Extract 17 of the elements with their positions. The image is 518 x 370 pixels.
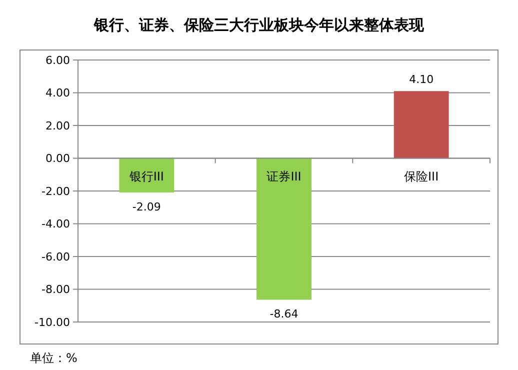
data-label: 4.10 bbox=[409, 73, 434, 86]
data-label: -2.09 bbox=[132, 200, 161, 214]
x-tick-label: 银行III bbox=[128, 169, 164, 184]
y-tick-label: -6.00 bbox=[42, 250, 70, 264]
chart-title: 银行、证券、保险三大行业板块今年以来整体表现 bbox=[93, 16, 425, 34]
y-tick-label: -2.00 bbox=[42, 184, 70, 198]
y-tick-label: -4.00 bbox=[42, 218, 70, 231]
text: 单位：% bbox=[30, 351, 78, 365]
y-tick-label: -10.00 bbox=[34, 316, 70, 329]
y-tick-label: 4.00 bbox=[46, 86, 70, 100]
y-tick-label: 0.00 bbox=[46, 152, 70, 166]
x-tick-label: 保险III bbox=[404, 169, 439, 184]
x-tick-label: 证券III bbox=[266, 169, 302, 184]
y-tick-label: 2.00 bbox=[46, 119, 70, 132]
y-tick-label: -8.00 bbox=[42, 283, 70, 296]
data-label: -8.64 bbox=[270, 308, 298, 321]
y-tick-label: 6.00 bbox=[46, 54, 70, 67]
